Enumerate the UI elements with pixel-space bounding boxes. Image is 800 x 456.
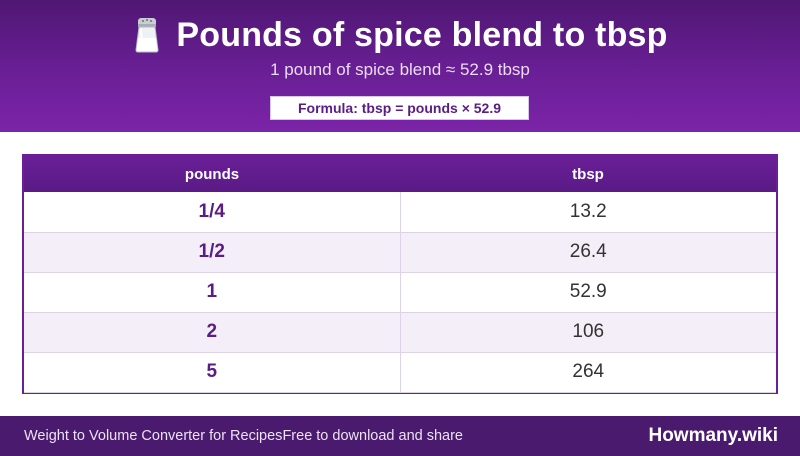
tbsp-cell: 13.2	[400, 192, 776, 233]
page-title: Pounds of spice blend to tbsp	[176, 15, 668, 54]
formula-badge: Formula: tbsp = pounds × 52.9	[270, 96, 529, 120]
converter-name: Weight to Volume Converter for Recipes	[24, 428, 283, 444]
tbsp-cell: 26.4	[400, 232, 776, 273]
column-header-tbsp: tbsp	[572, 165, 604, 183]
tbsp-cell: 52.9	[400, 272, 776, 313]
table-row: 1 52.9	[24, 272, 776, 313]
page-header: Pounds of spice blend to tbsp 1 pound of…	[0, 0, 800, 132]
pounds-cell: 5	[24, 352, 401, 393]
conversion-table: pounds tbsp 1/4 13.2 1/2 26.4 1 52.9 2 1…	[22, 154, 778, 394]
salt-shaker-icon	[132, 16, 162, 54]
pounds-cell: 2	[24, 312, 401, 353]
tbsp-cell: 264	[400, 352, 776, 393]
brand-logo-text: Howmany.wiki	[648, 425, 778, 446]
table-row: 1/4 13.2	[24, 192, 776, 233]
table-row: 5 264	[24, 352, 776, 393]
table-header-row: pounds tbsp	[24, 156, 776, 192]
title-row: Pounds of spice blend to tbsp	[0, 14, 800, 56]
table-row: 1/2 26.4	[24, 232, 776, 273]
pounds-cell: 1/2	[24, 232, 401, 273]
column-header-pounds: pounds	[184, 165, 240, 183]
table-row: 2 106	[24, 312, 776, 353]
tbsp-cell: 106	[400, 312, 776, 353]
footer-tagline: Free to download and share	[282, 428, 464, 444]
pounds-cell: 1	[24, 272, 401, 313]
pounds-cell: 1/4	[24, 192, 401, 233]
conversion-summary: 1 pound of spice blend ≈ 52.9 tbsp	[270, 60, 530, 79]
page-footer: Weight to Volume Converter for RecipesFr…	[0, 416, 800, 456]
footer-text: Weight to Volume Converter for RecipesFr…	[24, 428, 463, 444]
